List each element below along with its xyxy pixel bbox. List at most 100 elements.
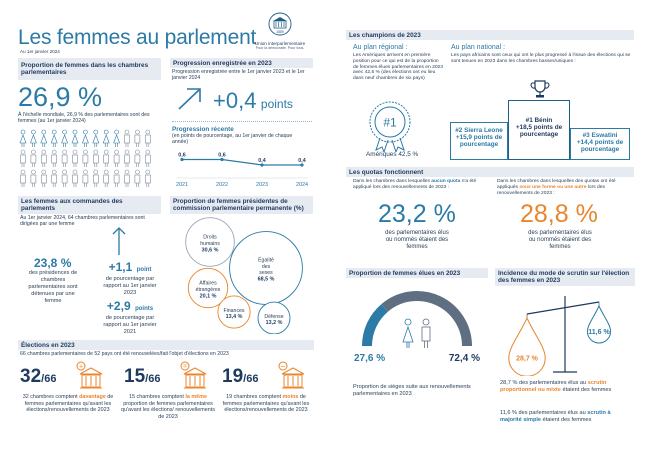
- committee-value: 13,2 %: [266, 320, 283, 326]
- election-15-den: /66: [145, 373, 161, 385]
- logo-year: 1889: [276, 30, 284, 34]
- man-icon: [72, 149, 78, 167]
- man-icon: [61, 149, 68, 167]
- scale-beam: [526, 301, 600, 315]
- podium-third: #3 Eswatini +14,4 points de pourcentage: [570, 128, 630, 160]
- man-icon: [72, 169, 78, 187]
- committee-name: Défense: [264, 314, 283, 320]
- election-19-pre: 19 chambres comptent: [226, 394, 281, 400]
- men-arc: [381, 291, 472, 347]
- system-d2-pre: 11,6 % des parlementaires élus au: [500, 410, 586, 416]
- elections-header: Élections en 2023: [18, 340, 314, 350]
- man-icon: [421, 318, 431, 348]
- man-icon: [51, 149, 58, 167]
- election-19-den: /66: [243, 373, 259, 385]
- system-d2-post: étaient des femmes: [542, 417, 592, 423]
- recent-chart: 0,6 2021 0,6 2022 0,4 2023 0,4 2024: [176, 153, 308, 188]
- podium-second: #2 Sierra Leone +15,9 points de pourcent…: [450, 122, 508, 160]
- elections-desc: 66 chambres parlementaires de 52 pays on…: [20, 351, 229, 357]
- committee-name: Égalité: [258, 256, 274, 263]
- commands-title: Les femmes aux commandes des parlements: [21, 198, 123, 212]
- recent-value-label: 0,4: [298, 158, 306, 164]
- prog-divider: [172, 121, 312, 122]
- people-grid: [19, 129, 151, 187]
- rosette-icon: #1: [369, 101, 411, 152]
- recent-year-label: 2021: [176, 182, 188, 188]
- woman-icon: [71, 129, 79, 147]
- commands-pct-desc: des présidences de chambres parlementair…: [28, 270, 78, 304]
- woman-icon: [81, 129, 89, 147]
- up-arrow-icon: [178, 88, 201, 110]
- scale-chart: 28,7 % 11,6 %: [508, 296, 612, 376]
- man-icon: [145, 149, 151, 167]
- parliament-plus-icon: +: [76, 361, 103, 389]
- podium-second-pts: +15,9 points de pourcentage: [455, 134, 503, 148]
- podium-third-pts: +14,4 points de pourcentage: [576, 139, 624, 153]
- svg-text:–: –: [281, 362, 286, 371]
- page-title: Les femmes au parlement: [18, 26, 257, 49]
- recent-year-label: 2022: [216, 182, 228, 188]
- recent-title: Progression récente: [172, 126, 234, 133]
- election-15: 15/66 = 15 chambres comptent la même pro…: [120, 361, 216, 420]
- scale-drop-right-label: 11,6 %: [588, 329, 610, 336]
- committee-bubble: [185, 217, 235, 267]
- elected-semicircle: 27,6 % 72,4 %: [354, 291, 480, 364]
- quota-no-pre: Dans les chambres dans lesquelles: [353, 179, 430, 184]
- woman-icon: [113, 129, 121, 147]
- regional-badge: #1: [383, 116, 397, 130]
- committee-name: des: [262, 264, 271, 270]
- national-desc: Les pays africains sont ceux qui ont le …: [451, 53, 631, 64]
- committees-header: Proportion de femmes présidentes de comm…: [170, 196, 313, 214]
- man-icon: [51, 169, 58, 187]
- recent-desc: (en points de pourcentage, au 1er janvie…: [172, 133, 293, 145]
- committee-bubble: [217, 295, 251, 329]
- prog-desc: Progression enregistrée entre le 1er jan…: [172, 69, 305, 81]
- quota-yes-value: 28,8 %: [520, 200, 598, 228]
- woman-icon: [19, 129, 27, 147]
- committee-name: étrangères: [196, 287, 221, 293]
- election-32-pre: 32 chambres comptent: [22, 394, 78, 400]
- page-date: Au 1er janvier 2024: [20, 49, 60, 54]
- man-icon: [145, 129, 151, 147]
- champions-header: Les champions de 2023: [346, 30, 634, 40]
- commands-p1-unit: point: [136, 267, 152, 273]
- system-header: Incidence du mode de scrutin sur l'élect…: [495, 268, 635, 286]
- org-tagline: Pour la démocratie. Pour tous.: [255, 46, 305, 50]
- woman-icon: [29, 129, 37, 147]
- election-15-pre: 15 chambres comptent: [129, 394, 184, 400]
- election-15-num: 15: [124, 366, 146, 387]
- man-icon: [40, 149, 47, 167]
- man-icon: [134, 149, 141, 167]
- elected-header: Proportion de femmes élues en 2023: [346, 268, 488, 278]
- commands-p1: +1,1 point de pourcentage par rapport au…: [100, 258, 160, 297]
- quota-no-result: des parlementaires élus ou nommés étaien…: [385, 230, 449, 250]
- election-32-post: de femmes parlementaires qu'avant les él…: [24, 394, 114, 414]
- ipu-logo-icon: 1889: [268, 12, 292, 36]
- committees-title: Proportion de femmes présidentes de comm…: [173, 198, 304, 212]
- system-desc-1: 28,7 % des parlementaires élus au scruti…: [500, 380, 630, 394]
- prog-value-wrap: +0,4 points: [213, 88, 293, 114]
- women-arc: [362, 304, 389, 347]
- man-icon: [124, 169, 130, 187]
- podium-first: #1 Bénin +18,5 points de pourcentage: [508, 100, 570, 160]
- podium-first-pts: +18,5 points de pourcentage: [515, 124, 563, 138]
- scale-drop-right: [586, 304, 612, 344]
- org-name: Union interparlementaire: [254, 41, 306, 46]
- woman-icon: [50, 129, 58, 147]
- regional-head: Au plan régional :: [353, 44, 408, 51]
- quota-yes-desc: Dans les chambres dans lesquelles des qu…: [497, 179, 637, 196]
- recent-year-label: 2024: [296, 182, 308, 188]
- quota-yes-pre: Dans les chambres dans lesquelles des qu…: [497, 179, 616, 190]
- system-desc-2: 11,6 % des parlementaires élus au scruti…: [500, 410, 630, 424]
- recent-value-label: 0,4: [258, 158, 266, 164]
- system-title: Incidence du mode de scrutin sur l'élect…: [498, 270, 630, 284]
- elected-women-label: 27,6 %: [354, 353, 385, 364]
- prog-header: Progression enregistrée en 2023: [170, 58, 313, 68]
- trophy-icon: [530, 80, 550, 98]
- recent-point: [180, 157, 184, 162]
- quota-no-value: 23,2 %: [378, 200, 456, 228]
- regional-desc: Les Amériques arrivent en première posit…: [353, 53, 443, 82]
- committee-name: Affaires: [199, 281, 217, 287]
- committee-value: 68,5 %: [258, 277, 275, 283]
- commands-p2-unit: points: [135, 306, 154, 312]
